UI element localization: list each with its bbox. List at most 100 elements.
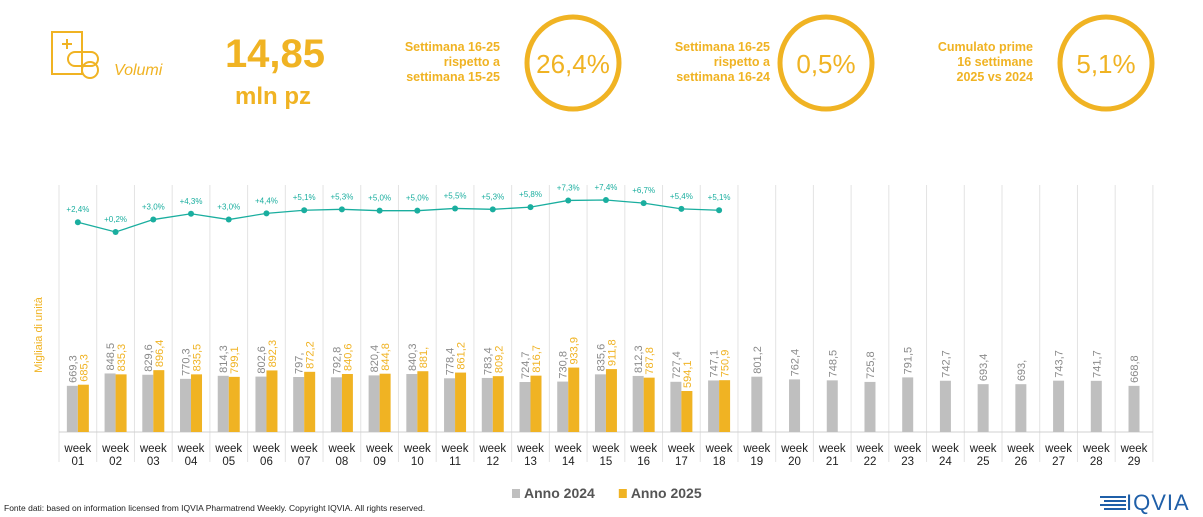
bar — [406, 374, 418, 432]
growth-label: +5,5% — [444, 191, 467, 200]
growth-label: +5,1% — [708, 193, 731, 202]
bar — [1015, 384, 1027, 432]
value-label: 896,4 — [154, 340, 166, 368]
growth-point — [150, 216, 157, 223]
growth-point — [225, 216, 232, 223]
kpi-label-line: Settimana 16-25 — [674, 40, 770, 54]
value-label: 669,3 — [67, 355, 79, 383]
bar — [1053, 380, 1065, 432]
value-label: 693,4 — [978, 354, 990, 382]
bar — [1090, 380, 1102, 432]
value-label: 778,4 — [445, 348, 457, 376]
icon — [51, 31, 99, 79]
bar — [266, 370, 278, 432]
x-tick-label: week 07 — [290, 443, 318, 468]
x-tick-label: week 09 — [366, 443, 394, 468]
source: Fonte dati: based on information license… — [4, 503, 426, 513]
icon-label: Volumi — [114, 62, 163, 79]
value-label: 791,5 — [903, 347, 915, 375]
bar — [330, 377, 342, 432]
x-tick-label: week 15 — [592, 443, 620, 468]
x-tick-label: week 13 — [517, 443, 544, 468]
x-tick-label: week 24 — [931, 443, 959, 468]
bar — [142, 374, 154, 432]
bar — [530, 375, 542, 432]
logo-lines — [1100, 496, 1126, 510]
bar — [492, 376, 504, 432]
bar — [519, 381, 531, 432]
value-label: 835,5 — [192, 344, 204, 372]
value-label: 783,4 — [482, 347, 494, 375]
bar — [341, 373, 353, 432]
kpi-label-line: Cumulato prime — [937, 40, 1033, 54]
bar — [977, 384, 989, 432]
value-label: 820,4 — [369, 345, 381, 373]
bar — [826, 380, 838, 432]
kpi-value: 5,1% — [1076, 49, 1135, 79]
kpi-label: Cumulato prime 16 settimane 2025 vs 2024 — [873, 40, 1033, 85]
value-label: 725,8 — [865, 351, 877, 379]
bar — [902, 377, 914, 432]
bar — [939, 380, 951, 432]
growth-label: +0,2% — [104, 215, 127, 224]
value-label: 835,6 — [595, 344, 607, 372]
legend-swatch — [512, 489, 520, 498]
value-label: 748,5 — [827, 350, 839, 378]
kpi-label: Settimana 16-25 rispetto a settimana 15-25 — [340, 40, 500, 85]
growth-label: +5,0% — [406, 194, 429, 203]
bar — [153, 370, 165, 432]
growth-point — [565, 197, 572, 204]
value-label: 797, — [294, 353, 306, 374]
value-label: 844,8 — [380, 343, 392, 371]
bar — [632, 375, 644, 432]
growth-label: +4,3% — [180, 197, 203, 206]
bar — [594, 374, 606, 432]
value-label: 762,4 — [790, 349, 802, 377]
value-label: 872,2 — [305, 341, 317, 369]
value-label: 801,2 — [752, 346, 764, 374]
growth-point — [527, 204, 534, 211]
growth-point — [452, 205, 459, 212]
x-tick-label: week 22 — [856, 443, 884, 468]
growth-point — [74, 219, 81, 226]
bar — [417, 371, 429, 432]
value-label: 743,7 — [1054, 350, 1066, 378]
growth-point — [602, 197, 609, 203]
bar — [191, 374, 203, 432]
value-label: 770,3 — [181, 348, 193, 376]
value-label: 727,4 — [671, 351, 683, 379]
x-tick-label: week 27 — [1045, 443, 1072, 468]
x-tick-label: week 21 — [818, 443, 846, 468]
growth-label: +5,4% — [670, 192, 693, 201]
value-label: 816,7 — [531, 345, 543, 373]
kpi-value: 26,4% — [536, 49, 610, 79]
logo-text: IQVIA — [1126, 490, 1190, 515]
kpi-label-line: rispetto a — [443, 55, 500, 69]
logo: IQVIA — [1098, 490, 1194, 516]
growth-label: +5,1% — [293, 193, 316, 202]
value-label: 668,8 — [1129, 355, 1141, 383]
bar — [217, 375, 229, 432]
value-label: 933,9 — [569, 337, 581, 365]
bar — [789, 379, 801, 432]
growth-label: +3,0% — [142, 203, 165, 212]
bar — [568, 367, 580, 432]
x-tick-label: week 29 — [1120, 443, 1148, 468]
value-label: 861,2 — [456, 342, 468, 370]
value-label: 799,1 — [229, 346, 241, 374]
growth-label: +2,4% — [66, 205, 89, 214]
value-label: 724,7 — [520, 351, 532, 379]
value-label: 835,3 — [116, 344, 128, 372]
kpi-value: 0,5% — [796, 49, 855, 79]
x-tick-label: week 02 — [102, 443, 129, 468]
x-tick-label: week 08 — [328, 443, 356, 468]
growth-label: +5,3% — [481, 192, 504, 201]
growth-point — [338, 206, 345, 213]
kpi-label-line: 2025 vs 2024 — [956, 70, 1033, 84]
growth-point — [301, 207, 308, 214]
x-tick-label: week 25 — [969, 443, 997, 468]
x-tick-label: week 19 — [743, 443, 771, 468]
value-label: 812,3 — [633, 345, 645, 373]
